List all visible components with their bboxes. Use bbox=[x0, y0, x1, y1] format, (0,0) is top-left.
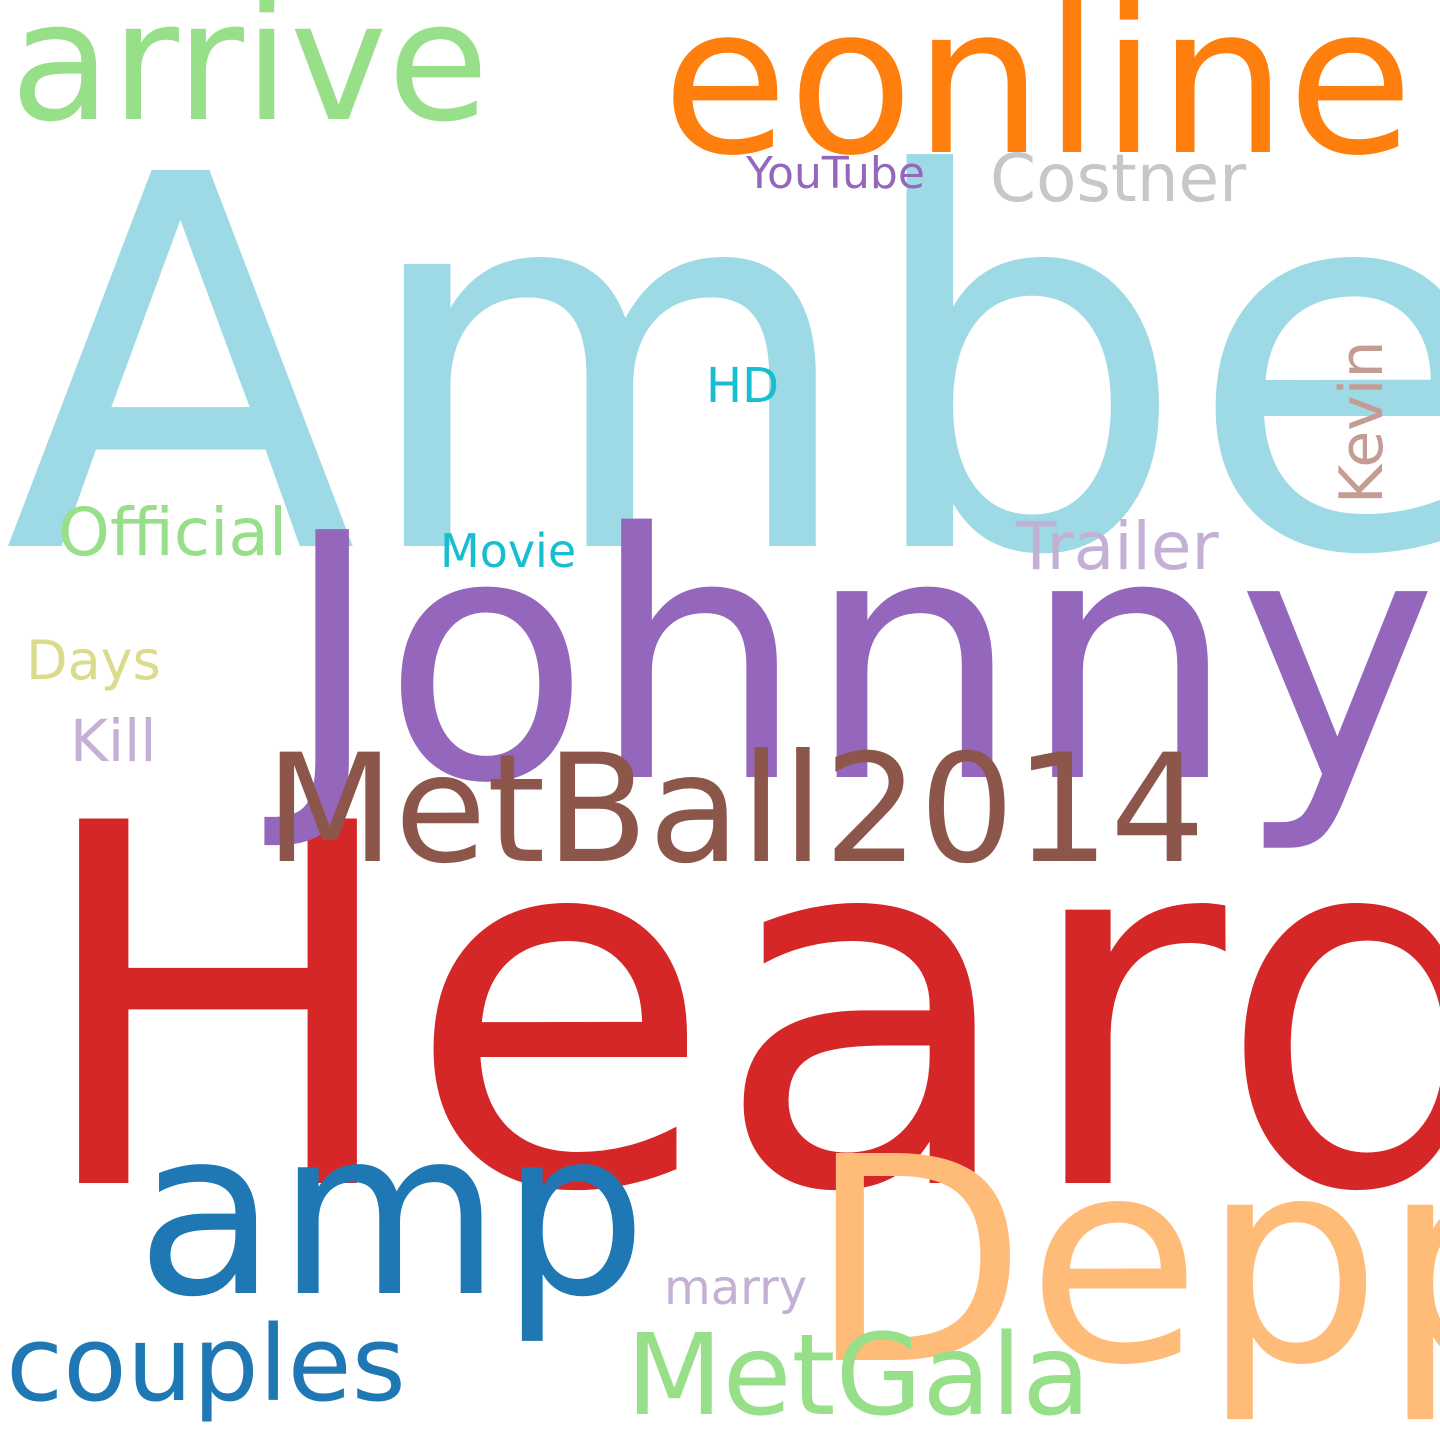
word-johnny: Johnny bbox=[282, 462, 1438, 858]
word-hd: HD bbox=[706, 358, 780, 414]
word-official: Official bbox=[58, 494, 288, 571]
word-days: Days bbox=[26, 629, 161, 692]
word-metgala: MetGala bbox=[626, 1311, 1091, 1440]
word-kill: Kill bbox=[70, 707, 157, 775]
word-depp: Depp bbox=[808, 1096, 1440, 1427]
word-amp: amp bbox=[136, 1081, 647, 1348]
word-movie: Movie bbox=[440, 524, 577, 578]
word-heard: Heard bbox=[30, 719, 1440, 1301]
word-amber: Amber bbox=[4, 67, 1440, 668]
word-couples: couples bbox=[6, 1303, 406, 1425]
word-costner: Costner bbox=[990, 140, 1247, 217]
word-trailer: Trailer bbox=[1016, 508, 1219, 585]
word-marry: marry bbox=[664, 1260, 808, 1316]
word-youtube: YouTube bbox=[746, 148, 925, 199]
word-kevin: Kevin bbox=[1327, 340, 1397, 504]
word-arrive: arrive bbox=[10, 0, 489, 158]
word-metball: MetBall2014 bbox=[265, 723, 1206, 897]
word-eonline: eonline bbox=[662, 0, 1414, 201]
